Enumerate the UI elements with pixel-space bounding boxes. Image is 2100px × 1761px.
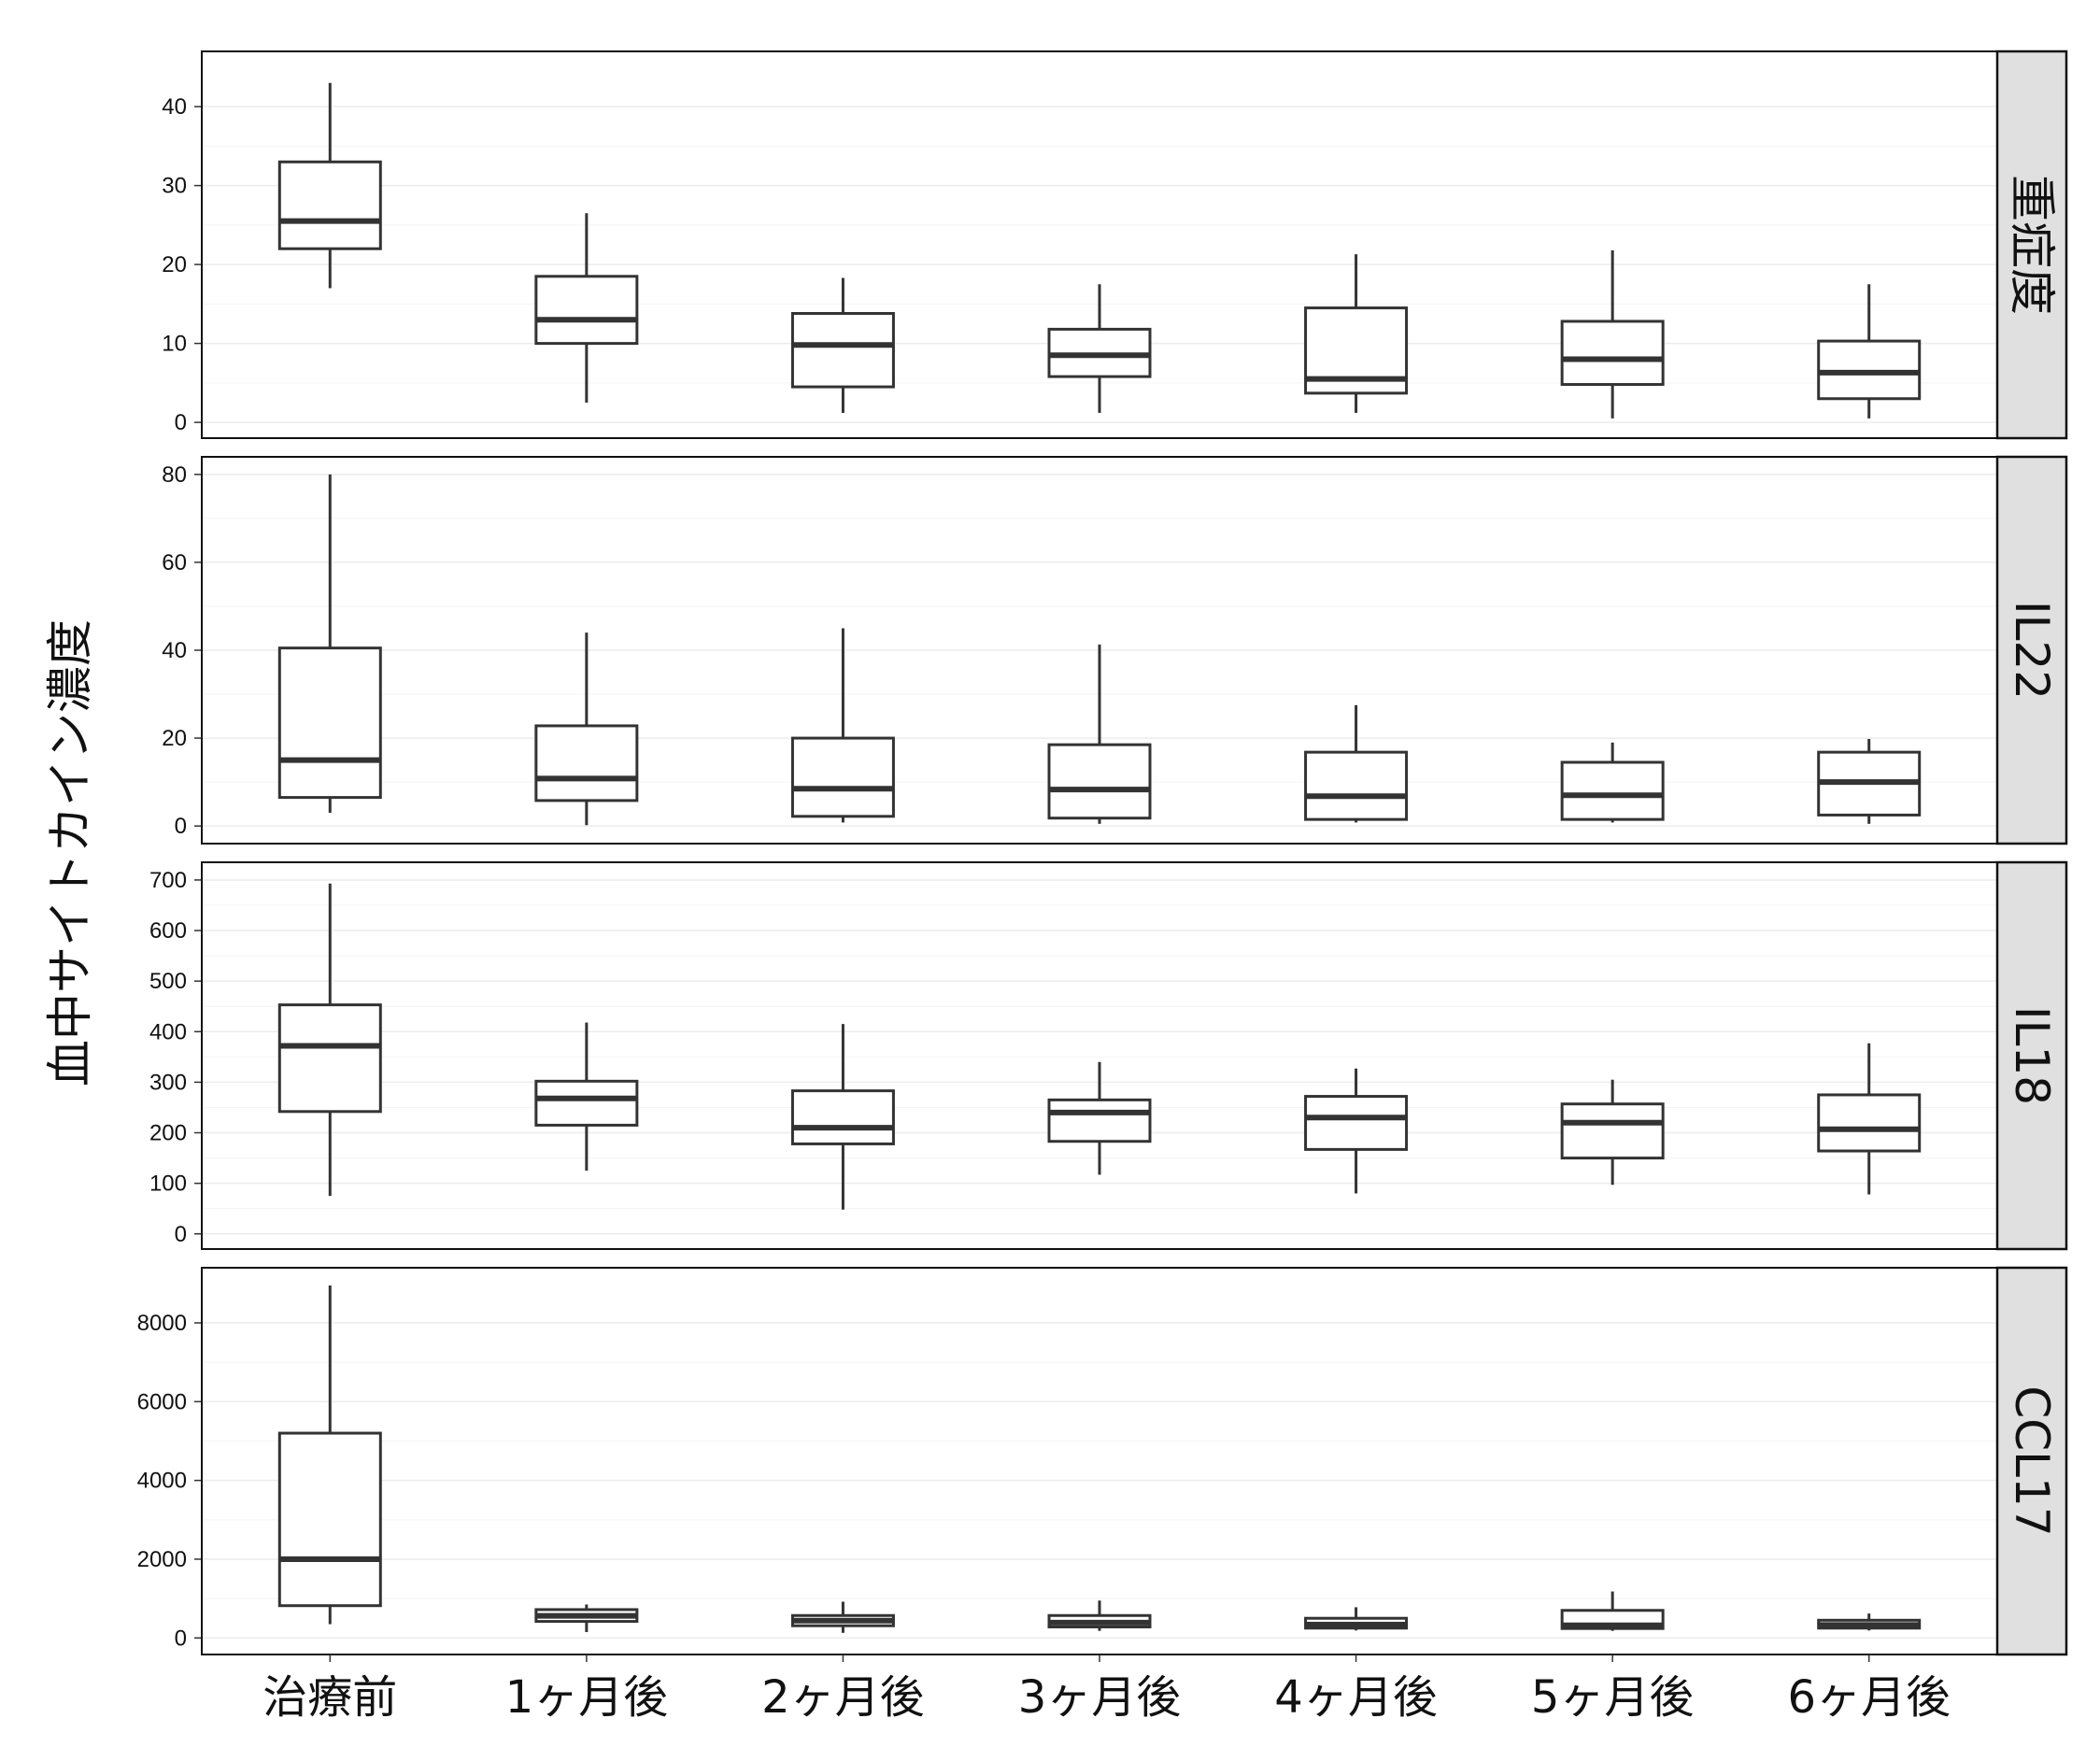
y-tick-label: 20 bbox=[162, 252, 187, 277]
box-1 bbox=[534, 1022, 639, 1172]
box-iqr bbox=[534, 724, 639, 802]
y-tick-label: 80 bbox=[162, 462, 187, 488]
strip bbox=[1995, 50, 2068, 440]
box-3 bbox=[1047, 1600, 1152, 1631]
box-4 bbox=[1304, 704, 1409, 823]
box-iqr bbox=[1304, 1095, 1409, 1151]
y-tick-label: 700 bbox=[149, 868, 187, 893]
box-iqr bbox=[1047, 1098, 1152, 1143]
x-tick-label: 3ヶ月後 bbox=[1018, 1671, 1182, 1724]
box-0 bbox=[277, 1285, 382, 1625]
x-tick-label: 治療前 bbox=[262, 1671, 397, 1724]
box-5 bbox=[1560, 1079, 1665, 1186]
box-iqr bbox=[1560, 320, 1665, 387]
y-tick-label: 40 bbox=[162, 94, 187, 120]
box-iqr bbox=[277, 1431, 382, 1608]
y-tick-label: 100 bbox=[149, 1172, 187, 1197]
x-tick-label: 5ヶ月後 bbox=[1531, 1671, 1695, 1724]
x-tick-label: 2ヶ月後 bbox=[761, 1671, 925, 1724]
box-6 bbox=[1817, 284, 1922, 419]
box-iqr bbox=[1560, 760, 1665, 821]
box-5 bbox=[1560, 1591, 1665, 1631]
box-6 bbox=[1817, 1613, 1922, 1631]
y-tick-label: 300 bbox=[149, 1070, 187, 1095]
box-iqr bbox=[277, 1003, 382, 1114]
box-2 bbox=[790, 1601, 895, 1633]
box-iqr bbox=[534, 275, 639, 346]
strip-label: IL18 bbox=[2005, 1006, 2059, 1105]
box-0 bbox=[277, 883, 382, 1197]
strip bbox=[1995, 1266, 2068, 1656]
panel-1: 0 20 40 60 80 IL22 bbox=[162, 455, 2068, 845]
y-tick-label: 500 bbox=[149, 969, 187, 994]
box-1 bbox=[534, 632, 639, 826]
strip bbox=[1995, 455, 2068, 845]
y-tick-label: 30 bbox=[162, 174, 187, 199]
box-iqr bbox=[1304, 750, 1409, 821]
box-iqr bbox=[1047, 743, 1152, 820]
box-iqr bbox=[790, 736, 895, 818]
box-3 bbox=[1047, 644, 1152, 824]
strip bbox=[1995, 860, 2068, 1251]
y-tick-label: 6000 bbox=[137, 1389, 187, 1414]
box-iqr bbox=[790, 1089, 895, 1145]
y-tick-label: 60 bbox=[162, 550, 187, 575]
strip-label: 重症度 bbox=[2005, 175, 2059, 315]
x-axis-category-labels: 治療前 1ヶ月後 2ヶ月後 3ヶ月後 4ヶ月後 5ヶ月後 6ヶ月後 bbox=[262, 1654, 1951, 1724]
box-0 bbox=[277, 82, 382, 289]
box-0 bbox=[277, 474, 382, 814]
y-axis-title: 血中サイトカイン濃度 bbox=[43, 619, 97, 1086]
y-tick-label: 4000 bbox=[137, 1469, 187, 1494]
box-6 bbox=[1817, 739, 1922, 824]
box-2 bbox=[790, 1024, 895, 1210]
box-iqr bbox=[277, 646, 382, 800]
panel-border bbox=[201, 1267, 1998, 1655]
box-iqr bbox=[277, 160, 382, 250]
box-iqr bbox=[1817, 1093, 1922, 1153]
y-tick-label: 20 bbox=[162, 726, 187, 751]
x-tick-label: 1ヶ月後 bbox=[505, 1671, 669, 1724]
y-tick-label: 0 bbox=[175, 814, 187, 839]
y-tick-label: 10 bbox=[162, 332, 187, 357]
y-tick-label: 40 bbox=[162, 638, 187, 663]
strip-label: CCL17 bbox=[2005, 1385, 2059, 1536]
panel-3: 0 2000 4000 6000 8000 CCL17 bbox=[137, 1266, 2068, 1656]
box-1 bbox=[534, 1604, 639, 1632]
y-tick-label: 400 bbox=[149, 1019, 187, 1044]
panel-0: 0 10 20 30 40 重症度 bbox=[162, 50, 2068, 440]
box-iqr bbox=[534, 1079, 639, 1127]
box-1 bbox=[534, 213, 639, 403]
box-iqr bbox=[1560, 1102, 1665, 1160]
box-iqr bbox=[790, 312, 895, 389]
x-tick-label: 6ヶ月後 bbox=[1787, 1671, 1951, 1724]
y-tick-label: 0 bbox=[175, 1626, 187, 1651]
box-6 bbox=[1817, 1043, 1922, 1195]
box-2 bbox=[790, 277, 895, 413]
box-2 bbox=[790, 628, 895, 823]
box-4 bbox=[1304, 254, 1409, 413]
box-4 bbox=[1304, 1607, 1409, 1631]
y-tick-label: 600 bbox=[149, 918, 187, 944]
x-tick-label: 4ヶ月後 bbox=[1274, 1671, 1438, 1724]
box-4 bbox=[1304, 1068, 1409, 1194]
y-tick-label: 2000 bbox=[137, 1547, 187, 1572]
box-3 bbox=[1047, 1061, 1152, 1175]
y-tick-label: 0 bbox=[175, 410, 187, 435]
box-5 bbox=[1560, 742, 1665, 823]
panel-2: 0 100 200 300 400 500 600 700 IL18 bbox=[149, 860, 2068, 1251]
y-tick-label: 200 bbox=[149, 1121, 187, 1146]
y-tick-label: 8000 bbox=[137, 1311, 187, 1336]
box-3 bbox=[1047, 284, 1152, 413]
box-5 bbox=[1560, 249, 1665, 419]
facet-panels: 0 10 20 30 40 重症度 0 20 40 60 80 IL22 0 100 200 300 400 50… bbox=[137, 50, 2068, 1656]
panel-border bbox=[201, 861, 1998, 1250]
strip-label: IL22 bbox=[2005, 601, 2059, 700]
y-tick-label: 0 bbox=[175, 1222, 187, 1247]
